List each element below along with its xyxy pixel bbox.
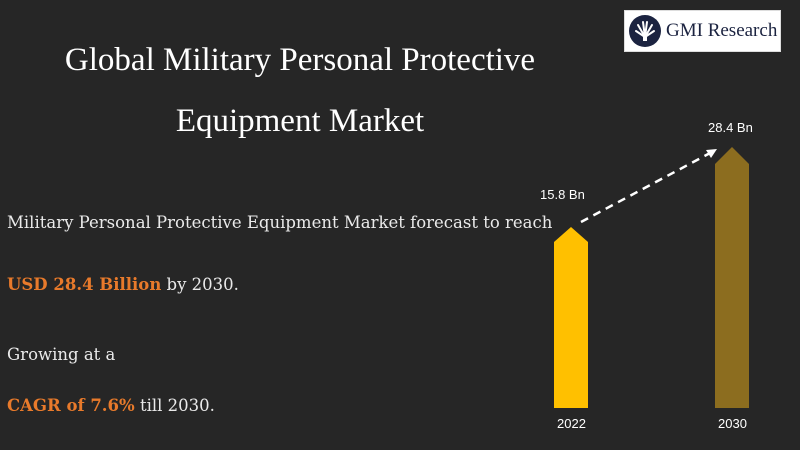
logo-text: GMI Research (666, 20, 778, 41)
x-label-2022: 2022 (557, 416, 586, 431)
arrow-head-icon (706, 149, 717, 158)
forecast-text: Military Personal Protective Equipment M… (7, 213, 553, 232)
value-label-2030: 28.4 Bn (708, 120, 753, 135)
forecast-value: USD 28.4 Billion by 2030. (7, 275, 239, 294)
gmi-logo: GMI Research (624, 10, 781, 52)
x-label-2030: 2030 (718, 416, 747, 431)
page-title-line1: Global Military Personal Protective (64, 42, 536, 78)
bar-2022 (554, 227, 588, 408)
growth-text: Growing at a (7, 345, 116, 364)
fan-logo-icon (629, 15, 661, 47)
market-value-highlight: USD 28.4 Billion (7, 275, 162, 294)
market-value-suffix: by 2030. (161, 275, 239, 294)
cagr-suffix: till 2030. (134, 396, 215, 415)
cagr-line: CAGR of 7.6% till 2030. (7, 396, 215, 415)
bar-2030 (715, 147, 749, 408)
value-label-2022: 15.8 Bn (540, 187, 585, 202)
page-title-line2: Equipment Market (175, 103, 425, 139)
cagr-highlight: CAGR of 7.6% (7, 396, 135, 415)
growth-arrow (580, 150, 713, 224)
